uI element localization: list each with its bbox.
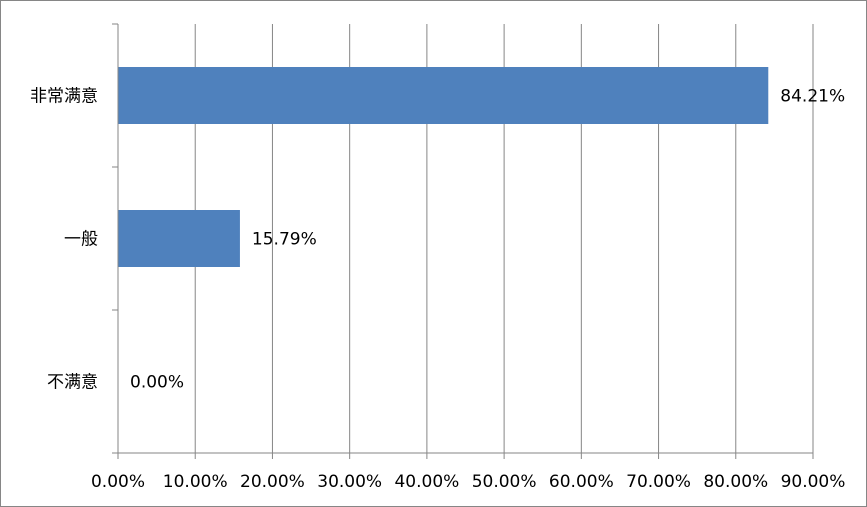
labels: 0.00% 10.00% 20.00% 30.00% 40.00% 50.00% 60.00… bbox=[30, 87, 845, 493]
data-label: 84.21% bbox=[780, 87, 845, 107]
bar-0 bbox=[118, 67, 769, 124]
axes bbox=[112, 23, 814, 459]
data-label: 0.00% bbox=[130, 373, 184, 393]
category-label: 一般 bbox=[64, 230, 98, 250]
x-tick-label: 40.00% bbox=[394, 472, 459, 492]
x-tick-label: 30.00% bbox=[317, 472, 382, 492]
x-tick-label: 90.00% bbox=[781, 472, 846, 492]
x-tick-label: 20.00% bbox=[240, 472, 305, 492]
bar-1 bbox=[118, 210, 240, 267]
x-tick-label: 10.00% bbox=[163, 472, 228, 492]
x-tick-label: 50.00% bbox=[472, 472, 537, 492]
x-tick-label: 60.00% bbox=[549, 472, 614, 492]
bars bbox=[118, 67, 769, 267]
x-tick-label: 80.00% bbox=[703, 472, 768, 492]
x-tick-label: 70.00% bbox=[626, 472, 691, 492]
x-tick-label: 0.00% bbox=[91, 472, 145, 492]
category-label: 不满意 bbox=[47, 373, 98, 393]
category-label: 非常满意 bbox=[30, 87, 98, 107]
data-label: 15.79% bbox=[252, 230, 317, 250]
